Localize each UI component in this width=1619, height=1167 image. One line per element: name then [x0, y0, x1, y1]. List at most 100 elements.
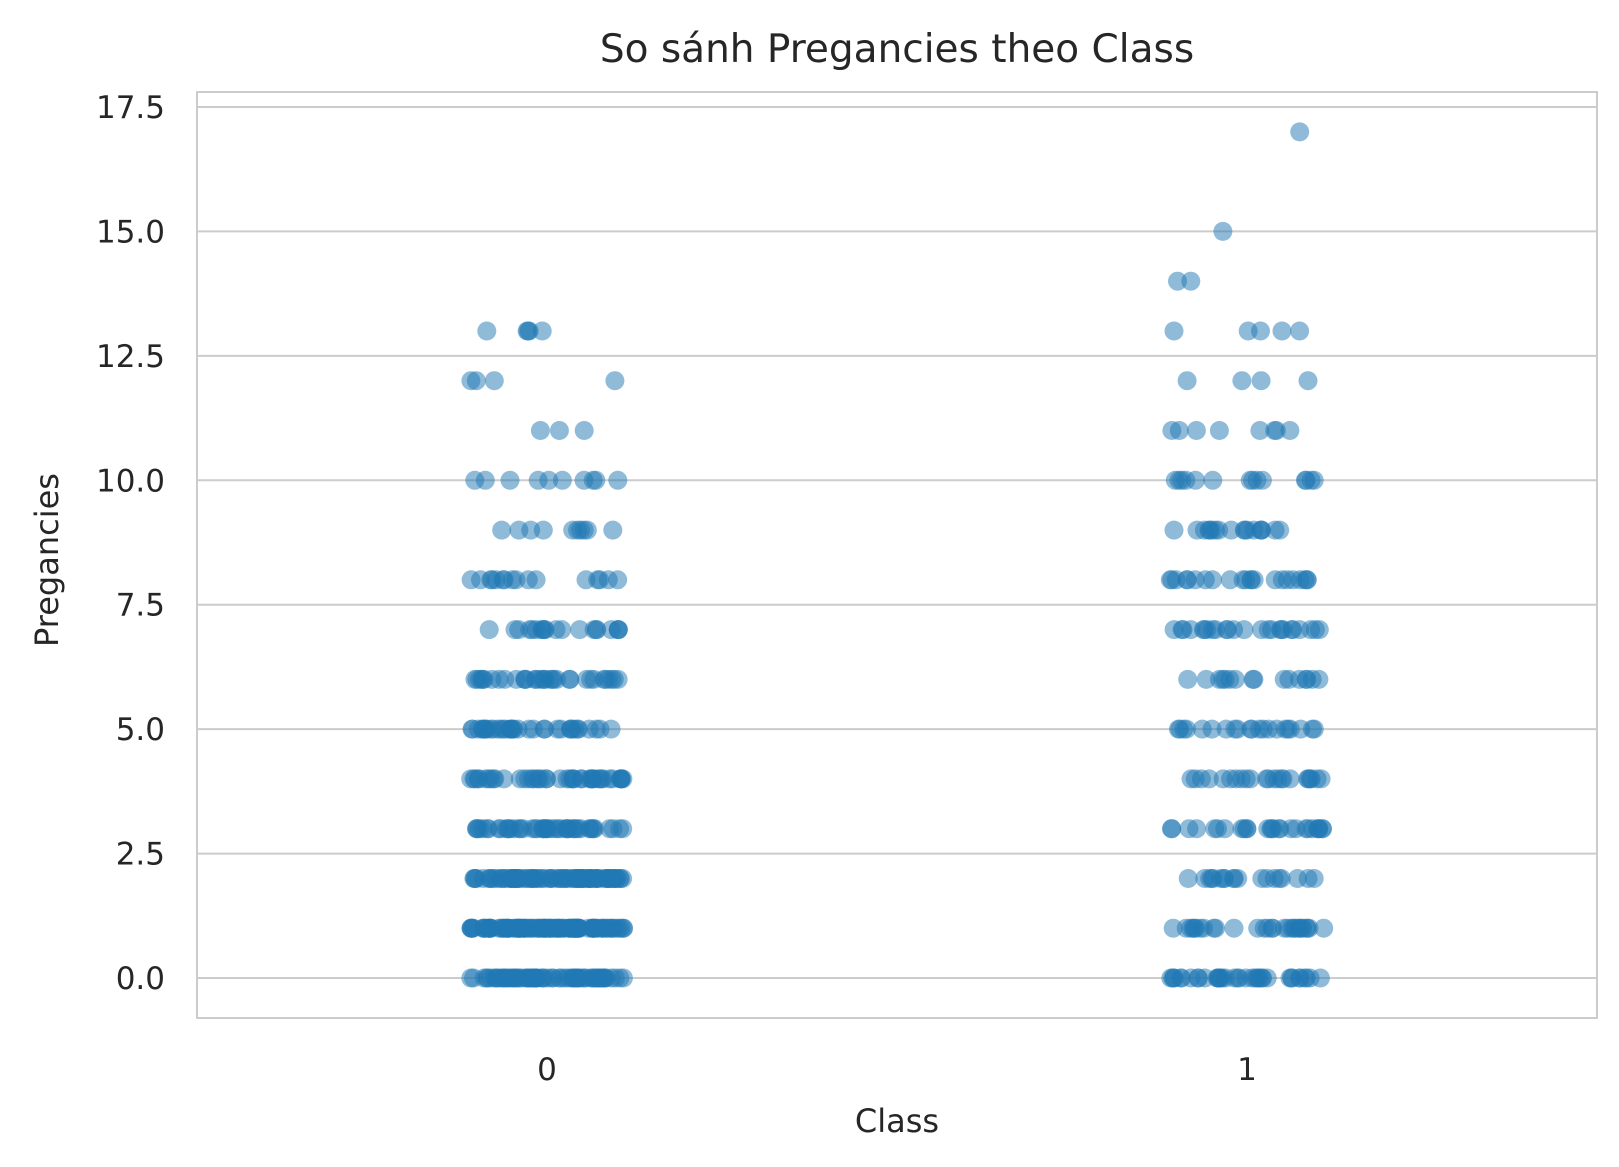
- data-point: [1290, 968, 1310, 988]
- data-point: [1192, 719, 1212, 739]
- data-point: [465, 669, 485, 689]
- data-point: [557, 769, 577, 789]
- data-point: [1181, 769, 1201, 789]
- data-point: [605, 371, 625, 391]
- data-point: [1290, 122, 1310, 142]
- data-point: [517, 321, 537, 341]
- data-point: [519, 719, 539, 739]
- data-point: [552, 620, 572, 640]
- data-point: [479, 620, 499, 640]
- data-point: [555, 968, 574, 988]
- data-point: [1280, 719, 1300, 739]
- y-tick-label: 10.0: [96, 463, 165, 499]
- data-point: [1178, 869, 1198, 888]
- y-tick-label: 17.5: [96, 90, 165, 126]
- data-point: [1290, 620, 1310, 640]
- data-point: [475, 918, 495, 938]
- data-point: [1206, 918, 1226, 938]
- data-point: [571, 819, 590, 839]
- data-point: [574, 421, 594, 440]
- data-point: [587, 620, 607, 640]
- data-point: [1164, 520, 1184, 540]
- data-point: [1208, 968, 1228, 988]
- data-point: [1186, 421, 1206, 440]
- data-point: [1164, 620, 1184, 640]
- data-point: [1290, 570, 1310, 590]
- data-point: [1203, 570, 1222, 590]
- data-point: [1169, 470, 1189, 490]
- data-point: [1164, 968, 1184, 988]
- data-point: [1164, 321, 1184, 341]
- data-point: [1269, 819, 1289, 839]
- data-point: [500, 470, 520, 490]
- data-point: [1225, 669, 1245, 689]
- y-tick-label: 12.5: [96, 339, 165, 375]
- data-point: [477, 321, 497, 341]
- data-point: [461, 570, 481, 590]
- data-point: [1169, 421, 1189, 440]
- data-point: [484, 869, 504, 888]
- data-point: [1251, 371, 1271, 391]
- data-point: [1190, 918, 1210, 938]
- data-point: [1314, 918, 1334, 938]
- data-point: [610, 819, 630, 839]
- data-point: [1290, 321, 1310, 341]
- data-point: [494, 570, 514, 590]
- data-point: [1235, 520, 1255, 540]
- data-point: [1279, 669, 1299, 689]
- data-point: [1179, 819, 1199, 839]
- data-point: [603, 520, 623, 540]
- data-point: [1185, 570, 1205, 590]
- data-point: [1264, 769, 1284, 789]
- data-point: [560, 669, 580, 689]
- data-point: [593, 769, 613, 789]
- y-tick-label: 5.0: [116, 712, 165, 748]
- data-point: [550, 918, 570, 938]
- data-point: [1295, 470, 1315, 490]
- data-point: [481, 968, 500, 988]
- x-axis-label: Class: [855, 1102, 939, 1140]
- y-tick-label: 2.5: [116, 837, 165, 873]
- data-point: [532, 321, 552, 341]
- data-point: [1199, 769, 1219, 789]
- data-point: [561, 719, 581, 739]
- data-point: [1304, 719, 1324, 739]
- data-point: [548, 719, 568, 739]
- data-point: [1240, 470, 1260, 490]
- data-point: [1236, 769, 1256, 789]
- data-point: [1280, 769, 1300, 789]
- data-point: [1209, 421, 1229, 440]
- data-point: [601, 719, 621, 739]
- data-point: [516, 669, 536, 689]
- data-point: [482, 669, 502, 689]
- data-point: [1178, 669, 1198, 689]
- data-point: [1298, 371, 1318, 391]
- data-point: [552, 470, 572, 490]
- data-point: [532, 620, 552, 640]
- data-point: [534, 719, 554, 739]
- data-point: [611, 918, 631, 938]
- data-point: [594, 669, 614, 689]
- y-tick-label: 7.5: [116, 588, 165, 624]
- data-point: [526, 570, 546, 590]
- data-point: [1162, 819, 1182, 839]
- y-tick-labels: 0.0 2.5 5.0 7.5 10.0 12.5 15.0 17.5: [96, 90, 165, 997]
- y-gridlines: [197, 106, 1597, 979]
- data-point: [461, 918, 481, 938]
- data-point: [1220, 570, 1240, 590]
- y-axis-label: Pregancies: [28, 473, 66, 647]
- data-point: [1264, 869, 1284, 888]
- data-point: [1211, 869, 1231, 888]
- data-point: [461, 371, 481, 391]
- data-point: [1304, 869, 1324, 888]
- data-point: [541, 869, 561, 888]
- data-point: [1297, 918, 1317, 938]
- data-point: [1266, 421, 1286, 440]
- data-point: [1242, 719, 1262, 739]
- data-point: [1234, 819, 1254, 839]
- data-point: [1177, 371, 1197, 391]
- data-point: [1206, 520, 1225, 540]
- data-point: [1265, 520, 1285, 540]
- x-tick-label: 0: [537, 1052, 557, 1088]
- data-point: [605, 968, 625, 988]
